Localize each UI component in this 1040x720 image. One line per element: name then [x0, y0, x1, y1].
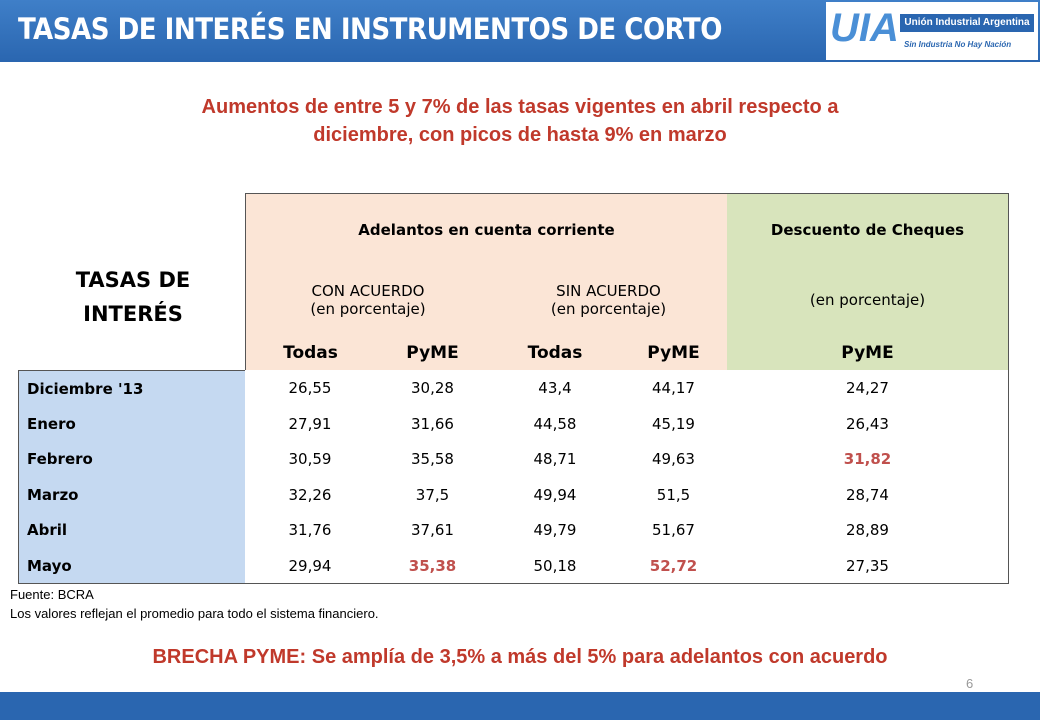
data-cell: 30,28 — [375, 370, 491, 407]
column-header: PyME — [727, 335, 1009, 371]
data-cell: 49,63 — [620, 441, 728, 478]
data-cell: 24,27 — [727, 370, 1009, 407]
data-cell: 32,26 — [245, 477, 376, 513]
subgroup-note: (en porcentaje) — [809, 291, 926, 309]
data-cell: 31,82 — [727, 441, 1009, 478]
corner-header: TASAS DE INTERÉS — [75, 268, 191, 326]
subgroup-title: SIN ACUERDO — [556, 282, 661, 300]
data-cell: 48,71 — [490, 441, 621, 478]
subtitle-line: diciembre, con picos de hasta 9% en marz… — [313, 124, 727, 146]
data-cell: 26,43 — [727, 406, 1009, 442]
conclusion: BRECHA PYME: Se amplía de 3,5% a más del… — [152, 646, 888, 668]
data-cell: 37,61 — [375, 512, 491, 549]
data-cell: 35,38 — [375, 548, 491, 584]
logo-tagline: Sin Industria No Hay Nación — [904, 40, 1012, 49]
group-header: Adelantos en cuenta corriente — [245, 193, 728, 266]
logo-name: Unión Industrial Argentina — [900, 14, 1034, 32]
data-cell: 52,72 — [620, 548, 728, 584]
logo: UIA Unión Industrial Argentina Sin Indus… — [826, 2, 1038, 60]
data-cell: 31,76 — [245, 512, 376, 549]
source-note: Fuente: BCRA — [10, 587, 94, 602]
subtitle-line: Aumentos de entre 5 y 7% de las tasas vi… — [201, 96, 839, 118]
data-cell: 43,4 — [490, 370, 621, 407]
data-cell: 30,59 — [245, 441, 376, 478]
banner: TASAS DE INTERÉS EN INSTRUMENTOS DE CORT… — [0, 0, 1040, 62]
data-cell: 35,58 — [375, 441, 491, 478]
data-cell: 50,18 — [490, 548, 621, 584]
column-header: Todas — [490, 335, 621, 371]
data-cell: 27,91 — [245, 406, 376, 442]
data-cell: 26,55 — [245, 370, 376, 407]
data-cell: 31,66 — [375, 406, 491, 442]
group-header: Descuento de Cheques — [727, 193, 1009, 266]
logo-mark: UIA — [830, 6, 899, 50]
row-label: Marzo — [18, 477, 246, 513]
subgroup-title: CON ACUERDO — [311, 282, 425, 300]
slide-title: TASAS DE INTERÉS EN INSTRUMENTOS DE CORT… — [18, 12, 722, 46]
page-number: 6 — [966, 676, 974, 691]
row-label: Abril — [18, 512, 246, 549]
footer-bar — [0, 692, 1040, 720]
column-header: Todas — [245, 335, 376, 371]
subgroup-note: (en porcentaje) — [550, 300, 667, 318]
subgroup-note: (en porcentaje) — [310, 300, 426, 318]
row-label: Diciembre '13 — [18, 370, 246, 407]
row-label: Mayo — [18, 548, 246, 584]
data-cell: 37,5 — [375, 477, 491, 513]
data-cell: 29,94 — [245, 548, 376, 584]
data-cell: 49,79 — [490, 512, 621, 549]
data-cell: 51,5 — [620, 477, 728, 513]
subgroup-header: CON ACUERDO (en porcentaje) — [245, 265, 491, 336]
subgroup-header: (en porcentaje) — [727, 265, 1009, 336]
data-cell: 51,67 — [620, 512, 728, 549]
data-cell: 49,94 — [490, 477, 621, 513]
source-note: Los valores reflejan el promedio para to… — [10, 606, 379, 621]
row-label: Enero — [18, 406, 246, 442]
data-cell: 28,89 — [727, 512, 1009, 549]
data-cell: 44,58 — [490, 406, 621, 442]
data-cell: 44,17 — [620, 370, 728, 407]
row-label: Febrero — [18, 441, 246, 478]
column-header: PyME — [620, 335, 728, 371]
data-cell: 45,19 — [620, 406, 728, 442]
subgroup-header: SIN ACUERDO (en porcentaje) — [490, 265, 728, 336]
data-cell: 27,35 — [727, 548, 1009, 584]
column-header: PyME — [375, 335, 491, 371]
data-cell: 28,74 — [727, 477, 1009, 513]
